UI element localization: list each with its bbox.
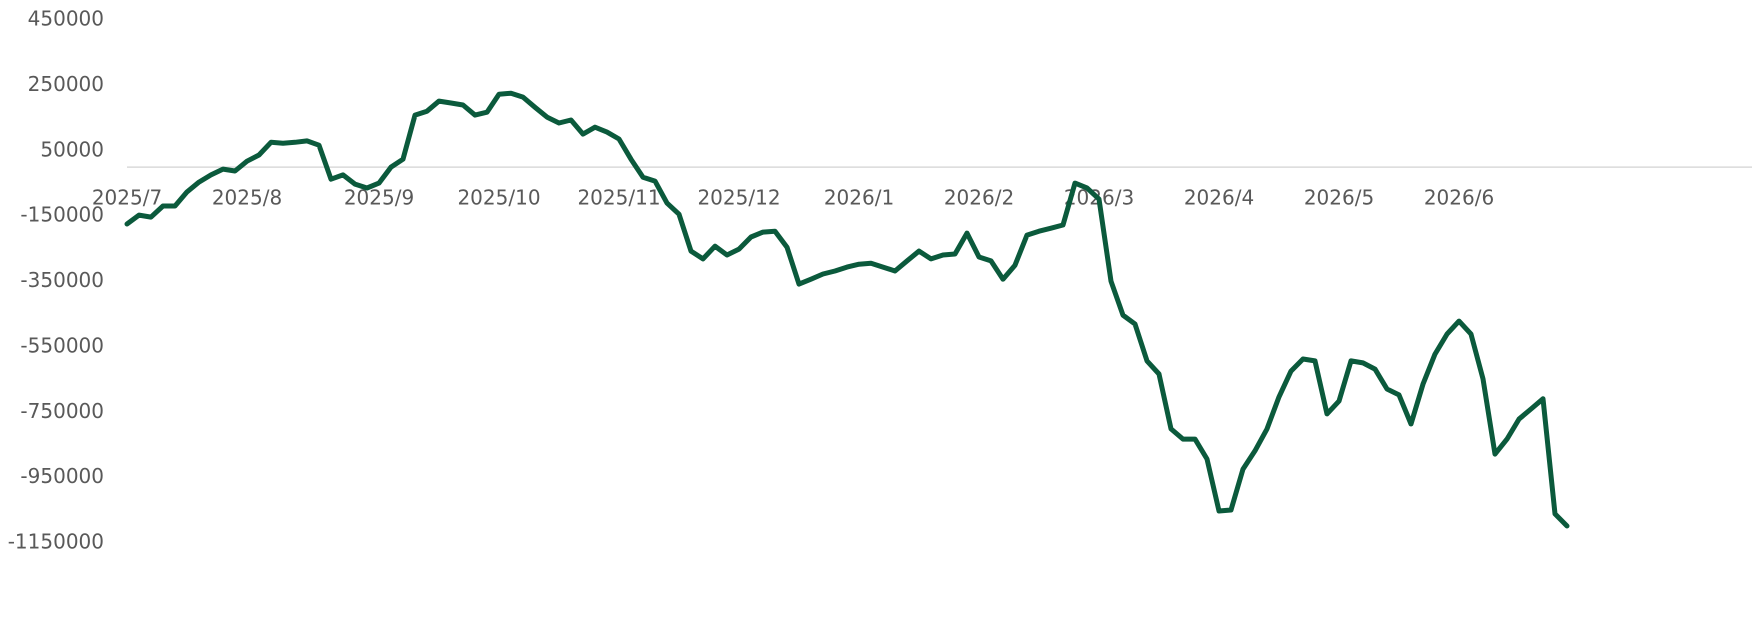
x-tick-label: 2026/4 — [1184, 186, 1254, 210]
x-tick-label: 2026/1 — [824, 186, 894, 210]
y-tick-label: 50000 — [40, 137, 104, 161]
x-tick-label: 2025/8 — [212, 186, 282, 210]
y-tick-label: -1150000 — [8, 530, 104, 554]
y-tick-label: -750000 — [20, 399, 104, 423]
y-tick-label: -950000 — [20, 464, 104, 488]
y-tick-label: 250000 — [28, 72, 104, 96]
x-tick-label: 2025/12 — [697, 186, 780, 210]
x-tick-label: 2026/2 — [944, 186, 1014, 210]
y-tick-label: -550000 — [20, 333, 104, 357]
x-tick-label: 2025/10 — [457, 186, 540, 210]
y-tick-label: -350000 — [20, 268, 104, 292]
y-tick-label: -150000 — [20, 203, 104, 227]
x-tick-label: 2025/7 — [92, 186, 162, 210]
x-tick-label: 2026/6 — [1424, 186, 1494, 210]
x-tick-label: 2025/11 — [577, 186, 660, 210]
x-tick-label: 2026/5 — [1304, 186, 1374, 210]
y-tick-label: 450000 — [28, 7, 104, 31]
x-tick-label: 2025/9 — [344, 186, 414, 210]
line — [124, 90, 1570, 529]
